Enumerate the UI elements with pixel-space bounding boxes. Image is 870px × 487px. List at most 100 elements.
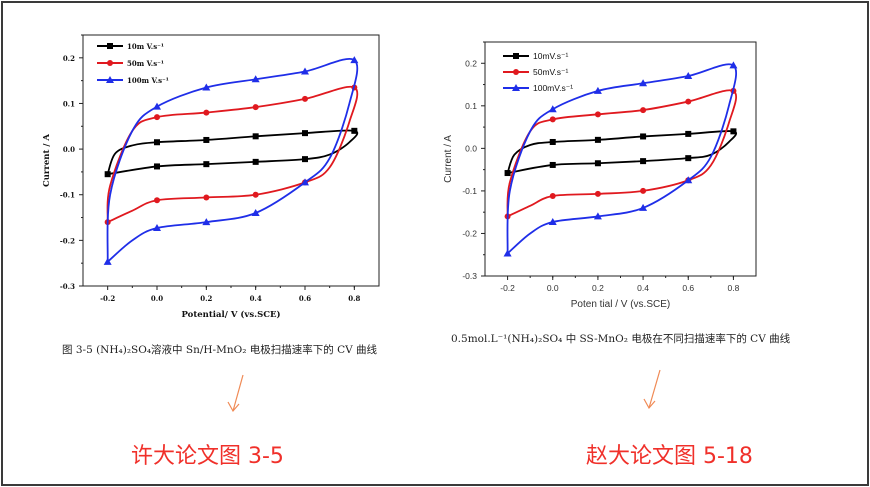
data-point	[251, 75, 260, 83]
series-square	[504, 128, 737, 177]
y-tick-label: -0.2	[462, 228, 477, 238]
data-point	[252, 104, 259, 111]
x-tick-label: 0.4	[637, 283, 649, 293]
y-axis-label: Current / A	[42, 134, 52, 187]
data-point	[302, 156, 308, 163]
data-point	[729, 61, 738, 69]
data-point	[251, 208, 260, 216]
data-point	[153, 224, 161, 232]
legend-label: 100m V.s⁻¹	[127, 76, 169, 85]
legend-marker	[512, 84, 520, 91]
data-point	[685, 98, 692, 105]
y-tick-label: 0.2	[465, 58, 477, 68]
data-point	[594, 190, 601, 197]
legend-label: 100mV.s⁻¹	[533, 83, 573, 93]
data-point	[202, 83, 211, 91]
data-point	[730, 128, 737, 135]
data-point	[202, 218, 211, 226]
series-triangle	[103, 56, 359, 265]
x-tick-label: 0.8	[728, 283, 740, 293]
y-tick-label: 0.0	[63, 145, 75, 154]
data-point	[593, 86, 602, 94]
data-point	[503, 249, 512, 257]
caption-right: 0.5mol.L⁻¹(NH₄)₂SO₄ 中 SS-MnO₂ 电极在不同扫描速率下…	[451, 333, 791, 345]
data-point	[640, 107, 647, 114]
data-point	[639, 203, 648, 211]
data-point	[594, 136, 601, 143]
x-tick-label: 0.0	[547, 283, 559, 293]
data-point	[593, 212, 602, 220]
y-tick-label: -0.3	[462, 271, 477, 281]
data-point	[684, 176, 693, 184]
data-point	[640, 187, 647, 194]
data-point	[301, 67, 309, 75]
data-point	[350, 56, 359, 64]
data-point	[504, 170, 511, 177]
title-left: 许大论文图 3-5	[131, 444, 284, 469]
title-right: 赵大论文图 5-18	[586, 444, 753, 469]
data-point	[252, 191, 259, 198]
x-tick-label: 0.6	[682, 283, 694, 293]
legend-marker	[106, 76, 114, 83]
data-point	[203, 161, 210, 168]
x-tick-label: -0.2	[100, 294, 115, 303]
series-square	[104, 127, 359, 178]
data-point	[639, 79, 648, 87]
legend-label: 50mV.s⁻¹	[533, 67, 569, 77]
series-circle	[504, 87, 737, 220]
series-line	[506, 130, 737, 174]
data-point	[685, 155, 692, 162]
series-line	[106, 58, 359, 263]
data-point	[154, 197, 160, 204]
data-point	[548, 217, 557, 225]
data-point	[301, 178, 309, 186]
x-tick-label: 0.0	[151, 294, 163, 303]
series-circle	[104, 84, 359, 226]
data-point	[685, 130, 692, 137]
y-tick-label: 0.1	[63, 99, 75, 108]
data-point	[203, 109, 210, 116]
legend-label: 10mV.s⁻¹	[533, 51, 569, 61]
y-tick-label: -0.2	[60, 236, 75, 245]
data-point	[640, 133, 647, 140]
data-point	[549, 193, 556, 200]
caption-left: 图 3-5 (NH₄)₂SO₄溶液中 Sn/H-MnO₂ 电极扫描速率下的 CV…	[62, 344, 378, 356]
data-point	[594, 111, 601, 118]
y-tick-label: -0.1	[462, 186, 477, 196]
data-point	[154, 163, 160, 170]
data-point	[252, 133, 259, 140]
legend-marker	[513, 69, 519, 75]
data-point	[252, 158, 259, 165]
series-line	[506, 89, 737, 218]
data-point	[104, 171, 111, 178]
data-point	[594, 160, 601, 167]
data-point	[154, 139, 160, 146]
x-axis-label: Poten tial / V (vs.SCE)	[571, 299, 670, 310]
series-line	[106, 85, 359, 223]
data-point	[549, 161, 556, 168]
chart-left: -0.2 0.0 0.2 0.4 0.6 0.8 0.2 0.1 0.0 -0.1 -0.2 -0.3…	[42, 34, 380, 320]
data-point	[684, 72, 693, 80]
legend-marker	[107, 60, 113, 66]
data-point	[203, 194, 210, 201]
legend-label: 50m V.s⁻¹	[127, 59, 164, 68]
y-tick-label: 0.2	[63, 54, 75, 63]
x-tick-label: 0.2	[200, 294, 212, 303]
data-point	[302, 95, 308, 102]
x-tick-label: 0.2	[592, 283, 604, 293]
x-axis-label: Potential/ V (vs.SCE)	[182, 309, 281, 320]
data-point	[548, 105, 557, 113]
data-point	[203, 136, 210, 143]
arrow-left-icon	[227, 374, 244, 413]
x-tick-label: -0.2	[500, 283, 515, 293]
series-triangle	[503, 61, 738, 257]
y-tick-label: -0.3	[60, 282, 75, 291]
chart-right: -0.2 0.0 0.2 0.4 0.6 0.8 0.2 0.1 0.0 -0.1 -0.2 -0.3…	[443, 41, 757, 310]
series-line	[506, 63, 737, 255]
data-point	[154, 114, 160, 121]
data-point	[640, 158, 647, 165]
y-tick-label: 0.0	[465, 143, 477, 153]
x-tick-label: 0.4	[250, 294, 262, 303]
